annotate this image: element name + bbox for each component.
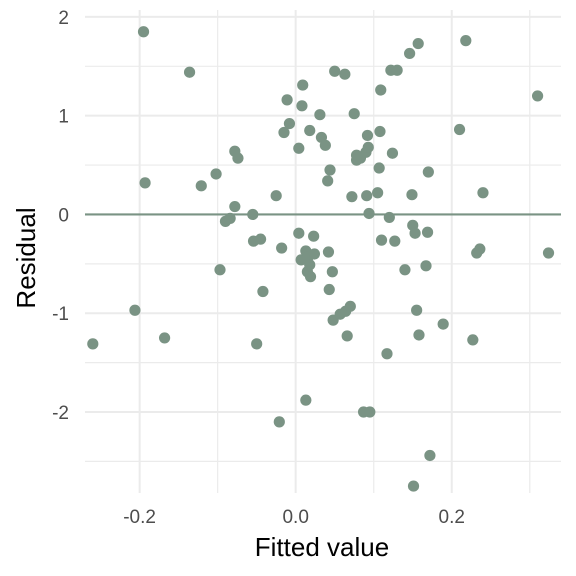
- data-point: [139, 177, 151, 189]
- data-point: [341, 330, 353, 342]
- data-point: [276, 242, 288, 254]
- data-point: [339, 68, 351, 80]
- data-point: [251, 338, 263, 350]
- data-point: [386, 147, 399, 159]
- data-point: [296, 100, 308, 112]
- data-point: [348, 108, 360, 120]
- data-point: [531, 90, 544, 102]
- data-point: [158, 332, 171, 344]
- data-point: [304, 271, 317, 283]
- data-point: [383, 211, 395, 224]
- data-point: [293, 227, 305, 239]
- data-point: [363, 207, 375, 220]
- data-point: [391, 64, 403, 76]
- data-point: [304, 124, 316, 137]
- data-point: [409, 227, 421, 239]
- data-point: [372, 187, 384, 199]
- data-point: [420, 260, 432, 272]
- data-point: [326, 266, 338, 278]
- data-point: [361, 190, 373, 202]
- data-point: [542, 247, 555, 259]
- data-point: [300, 394, 312, 406]
- data-point: [399, 264, 411, 276]
- data-point: [346, 191, 358, 203]
- data-point: [314, 109, 326, 121]
- data-point: [375, 234, 388, 246]
- data-point: [137, 26, 150, 38]
- data-point: [273, 416, 285, 428]
- y-tick-label: 2: [58, 8, 69, 29]
- y-tick-label: -1: [52, 304, 69, 325]
- data-point: [477, 187, 489, 199]
- y-axis-title: Residual: [11, 207, 41, 308]
- data-point: [404, 47, 416, 60]
- data-point: [424, 449, 436, 462]
- data-point: [224, 212, 236, 225]
- data-point: [293, 142, 305, 154]
- data-point: [323, 283, 335, 296]
- data-point: [406, 189, 418, 201]
- data-point: [467, 334, 479, 346]
- data-point: [278, 126, 290, 139]
- data-point: [281, 94, 293, 106]
- data-point: [413, 329, 425, 341]
- data-point: [324, 164, 336, 176]
- data-point: [322, 246, 335, 258]
- data-point: [381, 348, 393, 360]
- data-point: [270, 190, 282, 202]
- data-point: [344, 300, 356, 312]
- data-point: [374, 125, 386, 138]
- data-point: [183, 66, 196, 78]
- tick-labels: -0.2 0.0 0.2 -2 -1 0 1 2: [52, 8, 465, 528]
- data-point: [254, 233, 267, 245]
- data-point: [304, 259, 316, 271]
- data-point: [297, 79, 309, 91]
- x-tick-label: 0.0: [282, 507, 308, 528]
- data-points: [87, 26, 555, 492]
- data-point: [257, 285, 269, 298]
- y-tick-label: 1: [58, 107, 69, 128]
- x-tick-label: 0.2: [439, 507, 465, 528]
- data-point: [437, 318, 449, 330]
- data-point: [375, 84, 387, 96]
- data-point: [474, 243, 486, 255]
- data-point: [453, 123, 466, 136]
- data-point: [361, 129, 374, 142]
- data-point: [129, 304, 141, 316]
- y-tick-label: 0: [58, 205, 69, 226]
- data-point: [460, 35, 472, 47]
- data-point: [411, 304, 423, 316]
- data-point: [319, 139, 331, 151]
- data-point: [210, 168, 222, 180]
- data-point: [229, 200, 241, 213]
- data-point: [421, 226, 434, 238]
- x-axis-title: Fitted value: [255, 532, 389, 562]
- data-point: [364, 406, 376, 418]
- data-point: [422, 166, 434, 178]
- data-point: [283, 117, 296, 130]
- x-tick-label: -0.2: [123, 507, 156, 528]
- data-point: [329, 65, 341, 77]
- data-point: [412, 37, 424, 50]
- data-point: [87, 338, 99, 350]
- data-point: [308, 230, 320, 242]
- y-tick-label: -2: [52, 403, 69, 424]
- data-point: [389, 235, 401, 247]
- data-point: [322, 175, 334, 187]
- data-point: [214, 264, 226, 276]
- data-point: [195, 180, 207, 192]
- data-point: [407, 480, 420, 492]
- data-point: [362, 141, 374, 153]
- data-point: [308, 248, 321, 260]
- data-point: [232, 152, 244, 164]
- data-point: [247, 208, 259, 221]
- data-point: [373, 162, 385, 174]
